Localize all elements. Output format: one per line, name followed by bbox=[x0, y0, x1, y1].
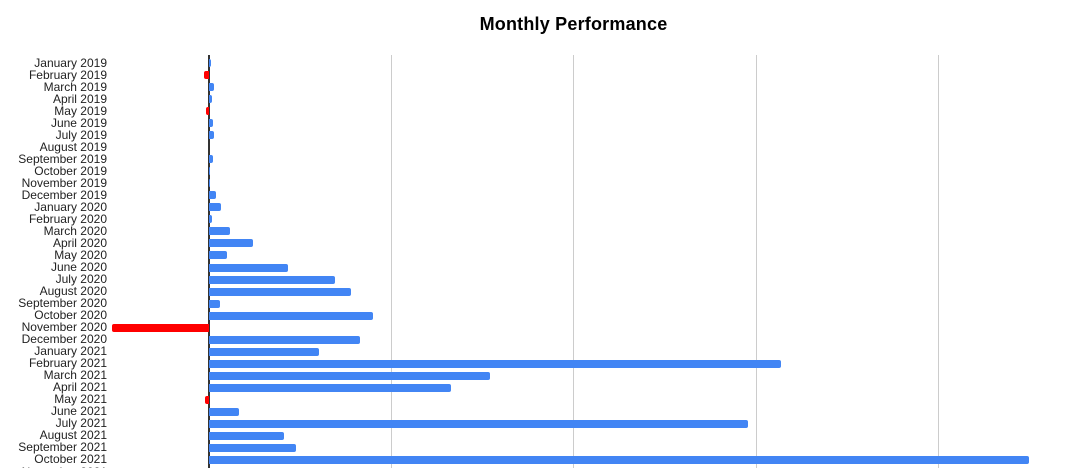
gridline bbox=[756, 55, 757, 468]
bar bbox=[209, 59, 211, 67]
bar bbox=[209, 167, 210, 176]
category-label: February 2021 bbox=[28, 356, 107, 371]
chart-title: Monthly Performance bbox=[479, 14, 668, 34]
category-label: May 2021 bbox=[54, 392, 107, 407]
category-label: October 2020 bbox=[34, 308, 107, 323]
category-label: July 2019 bbox=[55, 127, 107, 142]
bar bbox=[209, 155, 213, 164]
bar bbox=[209, 251, 227, 260]
category-label: June 2020 bbox=[50, 260, 107, 274]
category-label: December 2019 bbox=[21, 187, 107, 202]
bar bbox=[209, 335, 360, 344]
category-label: August 2020 bbox=[39, 284, 107, 299]
category-label: July 2020 bbox=[55, 272, 107, 287]
category-label: October 2021 bbox=[34, 452, 107, 467]
bar bbox=[209, 371, 490, 380]
category-label: January 2021 bbox=[34, 344, 107, 359]
gridline bbox=[938, 55, 939, 468]
bar bbox=[112, 323, 209, 332]
category-label: October 2019 bbox=[34, 163, 107, 178]
gridline bbox=[391, 55, 392, 468]
axis-zero-line bbox=[208, 55, 210, 468]
bar bbox=[209, 239, 253, 248]
bar bbox=[209, 383, 451, 392]
bar bbox=[205, 395, 209, 404]
category-label: May 2019 bbox=[54, 103, 107, 118]
bar bbox=[209, 203, 221, 212]
bar bbox=[209, 299, 220, 308]
bar bbox=[209, 287, 351, 296]
category-label: November 2019 bbox=[21, 175, 107, 190]
category-label: April 2020 bbox=[52, 235, 107, 250]
bar bbox=[209, 431, 284, 440]
category-label: May 2020 bbox=[54, 247, 107, 262]
bar bbox=[209, 179, 210, 188]
category-label: November 2020 bbox=[21, 320, 107, 335]
bar bbox=[204, 71, 209, 80]
bar bbox=[209, 311, 373, 320]
gridline bbox=[573, 55, 574, 468]
bar bbox=[209, 191, 216, 200]
bar bbox=[209, 227, 230, 236]
bar bbox=[209, 83, 214, 92]
bar bbox=[209, 419, 748, 428]
category-label: September 2020 bbox=[18, 296, 107, 311]
category-label: August 2021 bbox=[39, 428, 107, 443]
category-label: June 2021 bbox=[50, 404, 107, 419]
category-label: September 2019 bbox=[18, 151, 107, 166]
bar bbox=[206, 107, 209, 116]
bar bbox=[209, 263, 288, 272]
category-label: June 2019 bbox=[50, 115, 107, 130]
bar bbox=[209, 359, 781, 368]
bar bbox=[209, 275, 335, 284]
category-label: September 2021 bbox=[18, 440, 107, 455]
bar bbox=[209, 131, 214, 140]
bar bbox=[209, 455, 1029, 464]
category-label: November 2021 bbox=[0, 465, 107, 468]
category-label: March 2020 bbox=[43, 223, 107, 238]
category-label: April 2019 bbox=[52, 91, 107, 106]
category-label: December 2020 bbox=[21, 332, 107, 347]
bar bbox=[209, 119, 213, 128]
bar bbox=[209, 215, 212, 224]
bar bbox=[209, 407, 239, 416]
category-label: April 2021 bbox=[52, 380, 107, 395]
category-label: August 2019 bbox=[39, 139, 107, 154]
bar bbox=[209, 95, 212, 104]
category-label: March 2019 bbox=[43, 79, 107, 94]
bar bbox=[209, 347, 319, 356]
bar bbox=[209, 443, 296, 452]
category-label: February 2019 bbox=[28, 67, 107, 82]
category-label: March 2021 bbox=[43, 368, 107, 383]
category-label: January 2019 bbox=[34, 55, 107, 70]
category-label: February 2020 bbox=[28, 211, 107, 226]
category-label: July 2021 bbox=[55, 416, 107, 431]
category-label: January 2020 bbox=[34, 199, 107, 214]
